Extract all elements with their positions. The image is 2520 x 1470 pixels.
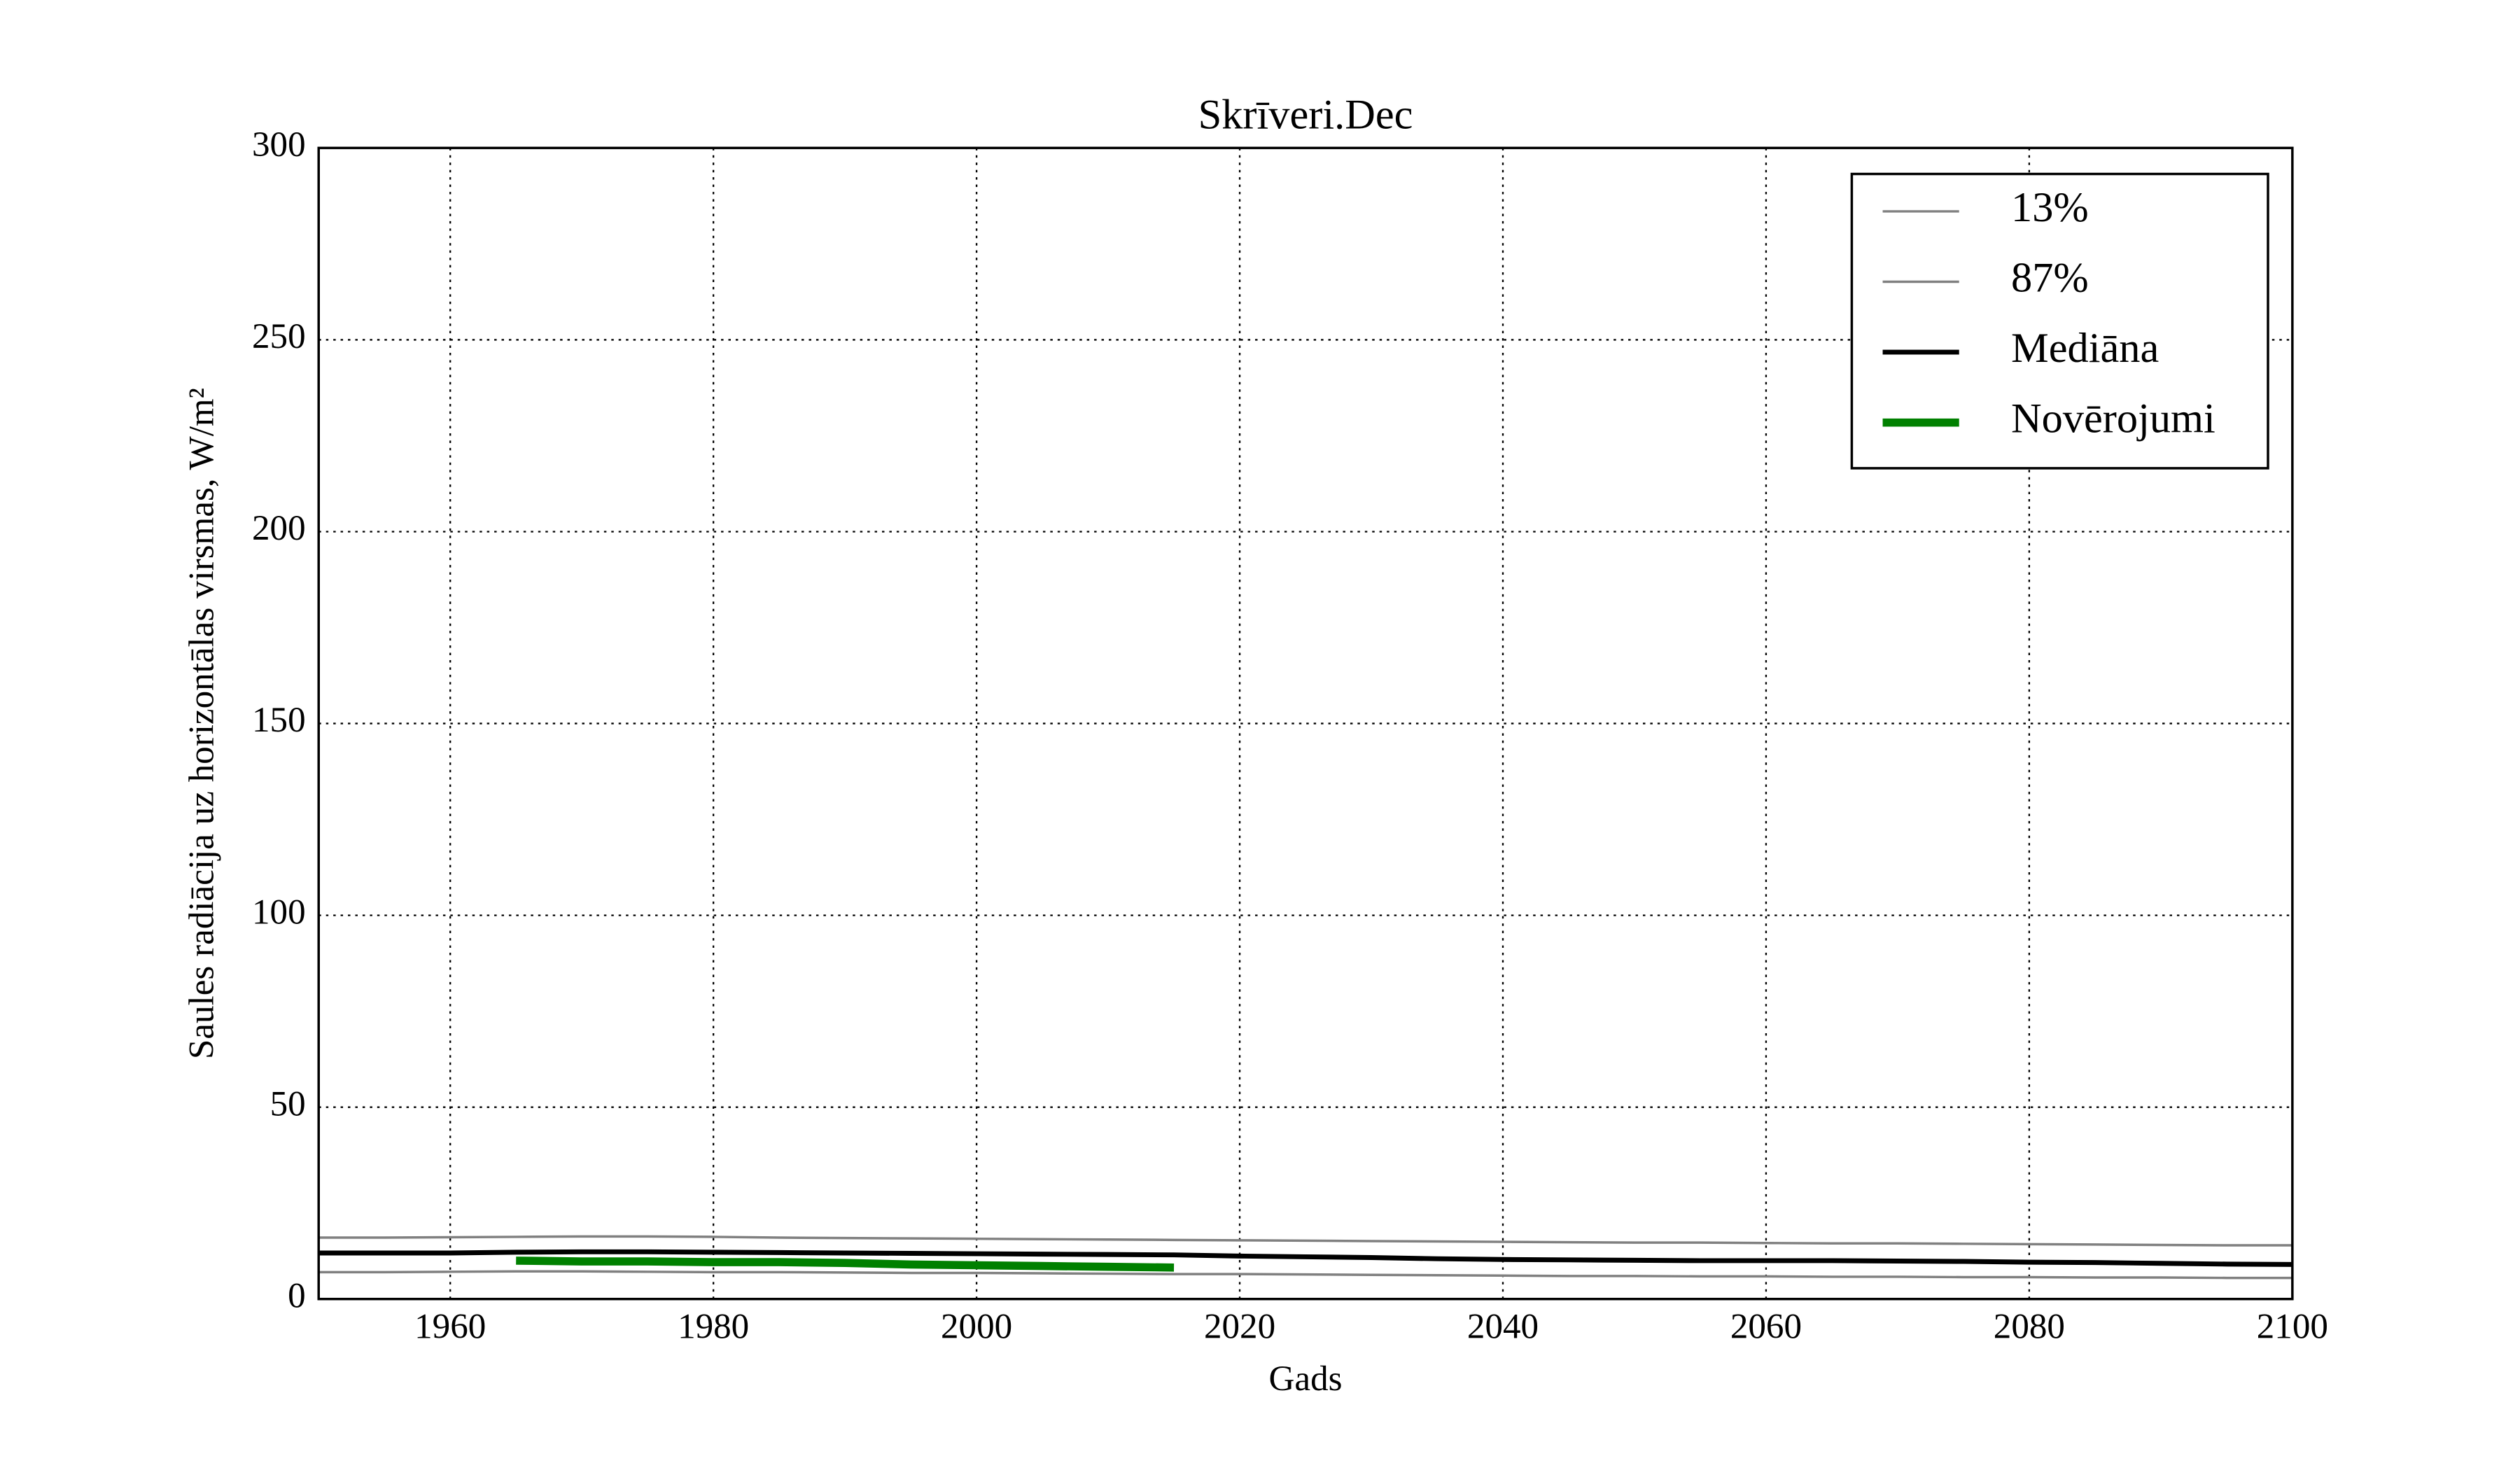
line-series <box>318 1235 2292 1247</box>
x-tick-label: 1980 <box>678 1307 749 1347</box>
y-tick-label: 0 <box>288 1275 306 1315</box>
x-tick-label: 2000 <box>941 1307 1012 1347</box>
y-tick-label: 250 <box>252 316 306 356</box>
y-tick-label: 200 <box>252 508 306 548</box>
x-axis-label: Gads <box>1269 1359 1343 1399</box>
y-tick-label: 100 <box>252 892 306 932</box>
x-tick-label: 1960 <box>414 1307 486 1347</box>
line-series <box>318 1249 2292 1267</box>
x-tick-label: 2080 <box>1994 1307 2065 1347</box>
x-tick-label: 2060 <box>1730 1307 1802 1347</box>
line-series <box>516 1256 1175 1272</box>
y-tick-label: 50 <box>270 1084 306 1124</box>
y-axis-label: Saules radiācija uz horizontālas virsmas… <box>181 388 221 1059</box>
legend-label: Novērojumi <box>2011 395 2216 442</box>
x-tick-label: 2100 <box>2257 1307 2328 1347</box>
legend-label: Mediāna <box>2011 325 2159 372</box>
plot-frame <box>317 146 2294 1301</box>
y-tick-label: 150 <box>252 700 306 740</box>
x-tick-label: 2040 <box>1467 1307 1539 1347</box>
chart-title: Skrīveri.Dec <box>1198 91 1413 138</box>
legend-label: 87% <box>2011 254 2089 301</box>
line-series <box>318 1270 2292 1280</box>
x-tick-label: 2020 <box>1204 1307 1275 1347</box>
legend-label: 13% <box>2011 184 2089 231</box>
y-tick-label: 300 <box>252 125 306 164</box>
